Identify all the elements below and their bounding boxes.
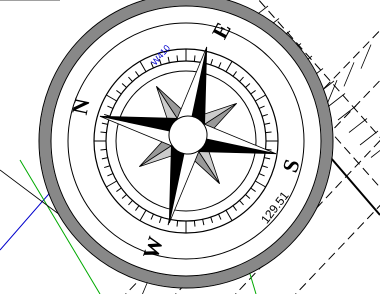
tick [100,149,106,150]
compass [39,0,333,288]
tick [177,55,178,61]
tick [266,132,272,133]
hatch-line [361,45,371,69]
hatch-line [327,94,345,108]
cad-view: N E S W 129.51 W410 [0,0,380,294]
tick [194,55,195,61]
tick [177,221,178,227]
hatch-line [338,106,356,120]
tick [100,132,106,133]
hatch-line [349,119,367,133]
tick [194,221,195,227]
page: N E S W 129.51 W410 (() => { const data … [0,0,380,294]
hatch-line [360,131,378,145]
